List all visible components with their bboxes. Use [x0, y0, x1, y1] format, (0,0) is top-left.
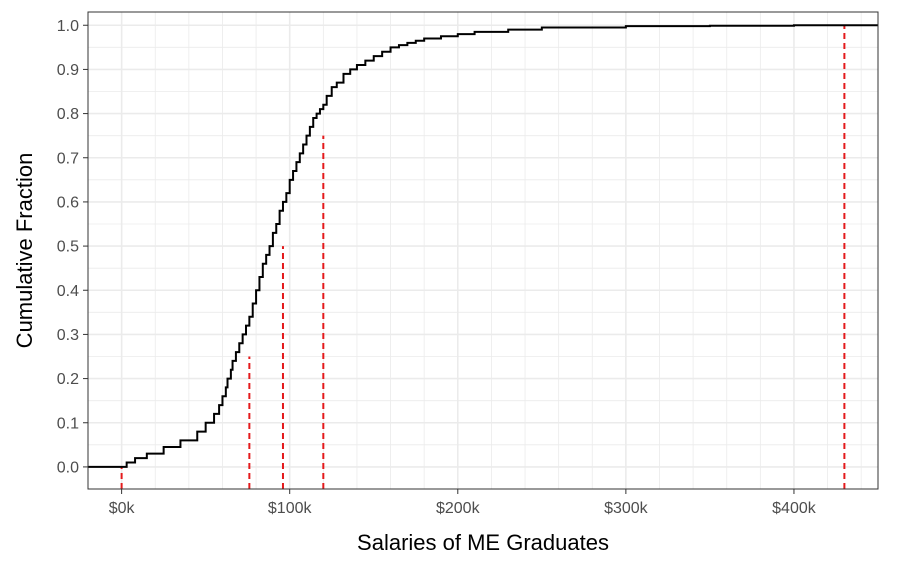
minor-gridlines: [87, 12, 878, 489]
y-axis-title: Cumulative Fraction: [12, 153, 37, 349]
x-tick-label: $400k: [772, 500, 817, 517]
ecdf-line-0: [88, 24, 878, 468]
x-tick-label: $300k: [604, 500, 649, 517]
y-tick-label: 1.0: [57, 18, 79, 35]
ecdf-series: [88, 24, 878, 468]
y-tick-label: 0.0: [57, 459, 79, 476]
x-axis-title: Salaries of ME Graduates: [357, 530, 609, 555]
x-axis-ticks: $0k $100k $200k $300k $400k: [109, 489, 817, 517]
x-tick-label: $100k: [268, 500, 313, 517]
plot-panel-border: [87, 11, 879, 490]
y-tick-label: 0.2: [57, 371, 79, 388]
x-tick-label: $200k: [436, 500, 481, 517]
major-gridlines: [88, 12, 878, 489]
y-axis-ticks: 0.0 0.1 0.2 0.3 0.4 0.5 0.6 0.7 0.8 0.9 1.0: [57, 18, 88, 476]
y-tick-label: 0.1: [57, 415, 79, 432]
y-tick-label: 0.6: [57, 194, 79, 211]
y-tick-label: 0.7: [57, 150, 79, 167]
y-tick-label: 0.5: [57, 239, 79, 256]
y-tick-label: 0.8: [57, 106, 79, 123]
reference-lines: [120, 25, 846, 489]
x-tick-label: $0k: [109, 500, 136, 517]
y-tick-label: 0.3: [57, 327, 79, 344]
y-tick-label: 0.4: [57, 283, 79, 300]
y-tick-label: 0.9: [57, 62, 79, 79]
